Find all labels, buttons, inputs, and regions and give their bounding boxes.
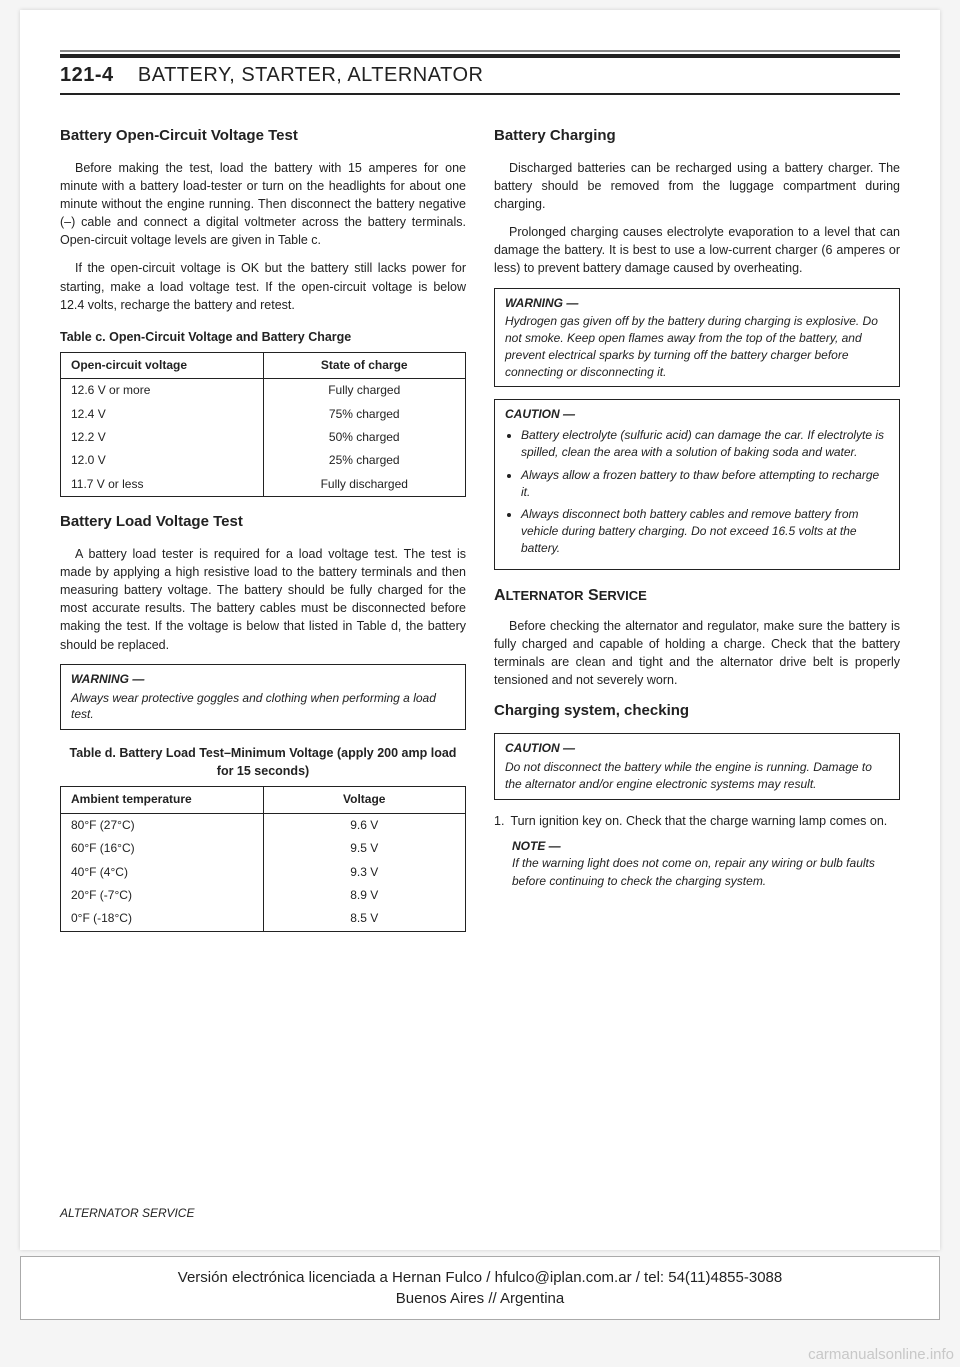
step-1: 1. Turn ignition key on. Check that the … (494, 812, 900, 830)
heading-battery-charging: Battery Charging (494, 125, 900, 147)
table-row: 12.6 V or moreFully charged (61, 379, 466, 403)
footer-section-label: ALTERNATOR SERVICE (60, 1206, 194, 1220)
table-row: 60°F (16°C)9.5 V (61, 837, 466, 860)
license-line-2: Buenos Aires // Argentina (35, 1288, 925, 1309)
caution-charging: CAUTION — Battery electrolyte (sulfuric … (494, 399, 900, 569)
warning-label: WARNING — (505, 295, 889, 312)
para-alt-1: Before checking the alternator and regul… (494, 617, 900, 690)
table-row: 80°F (27°C)9.6 V (61, 813, 466, 837)
caution-charging-system: CAUTION — Do not disconnect the battery … (494, 733, 900, 799)
table-c-col-1: State of charge (263, 352, 466, 378)
right-column: Battery Charging Discharged batteries ca… (494, 117, 900, 946)
para-open-2: If the open-circuit voltage is OK but th… (60, 259, 466, 313)
table-d-col-1: Voltage (263, 787, 466, 813)
table-row: 12.2 V50% charged (61, 426, 466, 449)
section-title: BATTERY, STARTER, ALTERNATOR (138, 64, 484, 86)
para-open-1: Before making the test, load the battery… (60, 159, 466, 250)
step-body: Turn ignition key on. Check that the cha… (510, 812, 887, 830)
table-c: Open-circuit voltage State of charge 12.… (60, 352, 466, 497)
table-row: 12.0 V25% charged (61, 449, 466, 472)
heading-open-circuit: Battery Open-Circuit Voltage Test (60, 125, 466, 147)
warning-body: Always wear protective goggles and cloth… (71, 691, 436, 722)
table-row: 40°F (4°C)9.3 V (61, 861, 466, 884)
page-header: 121-4 BATTERY, STARTER, ALTERNATOR (60, 64, 900, 95)
para-load-1: A battery load tester is required for a … (60, 545, 466, 654)
warning-load-test: WARNING — Always wear protective goggles… (60, 664, 466, 730)
table-c-caption: Table c. Open-Circuit Voltage and Batter… (60, 328, 466, 346)
left-column: Battery Open-Circuit Voltage Test Before… (60, 117, 466, 946)
note-label: NOTE — (512, 839, 561, 853)
table-row: 0°F (-18°C)8.5 V (61, 907, 466, 931)
top-rule (60, 50, 900, 58)
list-item: Battery electrolyte (sulfuric acid) can … (521, 427, 889, 461)
two-column-layout: Battery Open-Circuit Voltage Test Before… (60, 117, 900, 946)
page: 121-4 BATTERY, STARTER, ALTERNATOR Batte… (20, 10, 940, 1250)
table-c-col-0: Open-circuit voltage (61, 352, 264, 378)
warning-label: WARNING — (71, 671, 455, 688)
warning-charging: WARNING — Hydrogen gas given off by the … (494, 288, 900, 388)
caution-list: Battery electrolyte (sulfuric acid) can … (505, 427, 889, 557)
step-number: 1. (494, 812, 504, 830)
license-bar: Versión electrónica licenciada a Hernan … (20, 1256, 940, 1320)
caution-body: Do not disconnect the battery while the … (505, 760, 872, 791)
table-row: 20°F (-7°C)8.9 V (61, 884, 466, 907)
caution-label: CAUTION — (505, 406, 889, 423)
note-body: If the warning light does not come on, r… (512, 856, 875, 887)
heading-alternator-service: ALTERNATOR SERVICE (494, 584, 900, 607)
list-item: Always disconnect both battery cables an… (521, 506, 889, 556)
caution-label: CAUTION — (505, 740, 889, 757)
list-item: Always allow a frozen battery to thaw be… (521, 467, 889, 501)
license-line-1: Versión electrónica licenciada a Hernan … (35, 1267, 925, 1288)
table-row: 12.4 V75% charged (61, 403, 466, 426)
heading-load-voltage: Battery Load Voltage Test (60, 511, 466, 533)
para-chg-1: Discharged batteries can be recharged us… (494, 159, 900, 213)
note-warning-light: NOTE — If the warning light does not com… (512, 838, 900, 890)
watermark: carmanualsonline.info (808, 1346, 954, 1363)
table-d-col-0: Ambient temperature (61, 787, 264, 813)
table-row: 11.7 V or lessFully discharged (61, 473, 466, 497)
table-d: Ambient temperature Voltage 80°F (27°C)9… (60, 786, 466, 931)
warning-body: Hydrogen gas given off by the battery du… (505, 314, 878, 378)
heading-charging-system: Charging system, checking (494, 700, 900, 722)
table-d-caption: Table d. Battery Load Test–Minimum Volta… (60, 744, 466, 780)
para-chg-2: Prolonged charging causes electrolyte ev… (494, 223, 900, 277)
section-number: 121-4 (60, 64, 114, 86)
